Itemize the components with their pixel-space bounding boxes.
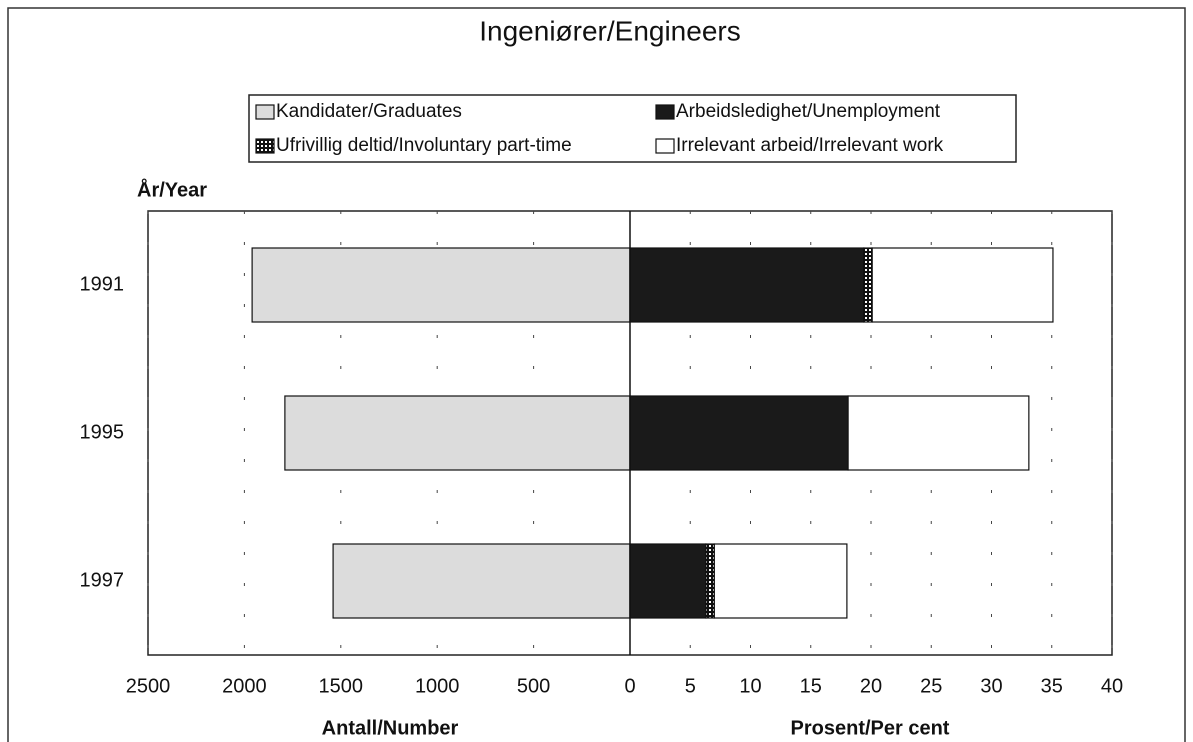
x2-tick-label: 10 [739, 675, 761, 697]
x2-tick-label: 20 [860, 675, 882, 697]
bar-segment [847, 395, 1030, 471]
legend-swatch [255, 138, 275, 154]
x2-tick-label: 5 [685, 675, 696, 697]
bar [284, 395, 631, 471]
legend-label: Kandidater/Graduates [276, 101, 462, 122]
x-tick-label: 500 [517, 675, 550, 697]
x2-tick-label: 15 [800, 675, 822, 697]
x2-tick-label: 30 [980, 675, 1002, 697]
x-tick-label: 2500 [126, 675, 171, 697]
y-tick-label: 1997 [80, 569, 125, 591]
x-tick-label: 1000 [415, 675, 460, 697]
x2-tick-label: 25 [920, 675, 942, 697]
legend-box [248, 94, 1017, 163]
y-tick-label: 1991 [80, 273, 125, 295]
legend-swatch [255, 104, 275, 120]
bar-segment [629, 543, 707, 619]
bar-segment [863, 247, 873, 323]
x2-tick-label: 35 [1041, 675, 1063, 697]
x2-tick-label: 0 [624, 675, 635, 697]
legend-swatch [655, 104, 675, 120]
bar-segment [871, 247, 1054, 323]
bar-segment [629, 247, 865, 323]
x2-axis-title: Prosent/Per cent [791, 717, 950, 739]
bar [332, 543, 631, 619]
legend-label: Ufrivillig deltid/Involuntary part-time [276, 135, 572, 156]
legend-label: Arbeidsledighet/Unemployment [676, 101, 941, 122]
x-axis-title: Antall/Number [322, 717, 459, 739]
y-axis-title: År/Year [137, 177, 207, 201]
outer-frame [7, 7, 1186, 742]
legend-label: Irrelevant arbeid/Irrelevant work [676, 135, 944, 156]
x-tick-label: 1500 [319, 675, 364, 697]
x-tick-label: 2000 [222, 675, 267, 697]
bar-segment [713, 543, 848, 619]
y-tick-label: 1995 [80, 421, 125, 443]
legend-swatch [655, 138, 675, 154]
bar-segment [705, 543, 715, 619]
chart-title: Ingeniører/Engineers [479, 15, 740, 46]
x2-tick-label: 40 [1101, 675, 1123, 697]
bar [251, 247, 631, 323]
bar-segment [629, 395, 849, 471]
